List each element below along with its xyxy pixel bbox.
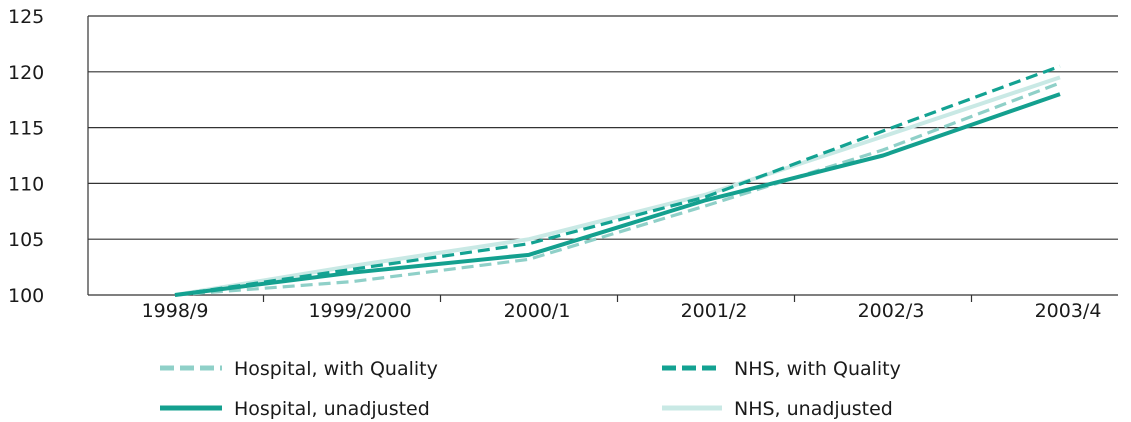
legend-label-nhs-with-quality: NHS, with Quality bbox=[734, 358, 901, 380]
y-tick-label-115: 115 bbox=[8, 118, 44, 140]
y-tick-label-105: 105 bbox=[8, 229, 44, 251]
legend: Hospital, with Quality NHS, with Quality… bbox=[160, 358, 901, 420]
x-tick-label-1998/9: 1998/9 bbox=[142, 300, 209, 322]
series-line-hq bbox=[174, 81, 1061, 297]
series-line-nu bbox=[174, 75, 1061, 297]
x-axis: 1998/9 1999/2000 2000/1 2001/2 2002/3 2003/4 bbox=[87, 16, 1102, 322]
x-tick-label-1999/2000: 1999/2000 bbox=[308, 300, 411, 322]
legend-label-hospital-with-quality: Hospital, with Quality bbox=[234, 358, 438, 380]
x-tick-label-2003/4: 2003/4 bbox=[1035, 300, 1102, 322]
series-line-hu bbox=[174, 92, 1061, 297]
series-lines bbox=[174, 64, 1061, 297]
y-tick-label-100: 100 bbox=[8, 285, 44, 307]
x-tick-label-2000/1: 2000/1 bbox=[504, 300, 571, 322]
x-tick-label-2001/2: 2001/2 bbox=[681, 300, 748, 322]
y-tick-label-110: 110 bbox=[8, 173, 44, 195]
y-tick-label-125: 125 bbox=[8, 6, 44, 28]
y-tick-label-120: 120 bbox=[8, 62, 44, 84]
grid-lines bbox=[88, 15, 1118, 296]
x-tick-label-2002/3: 2002/3 bbox=[858, 300, 925, 322]
series-line-nq bbox=[174, 64, 1061, 297]
legend-label-nhs-unadjusted: NHS, unadjusted bbox=[734, 398, 893, 420]
y-axis-ticks: 100 105 110 115 120 125 bbox=[8, 6, 44, 307]
legend-label-hospital-unadjusted: Hospital, unadjusted bbox=[234, 398, 430, 420]
